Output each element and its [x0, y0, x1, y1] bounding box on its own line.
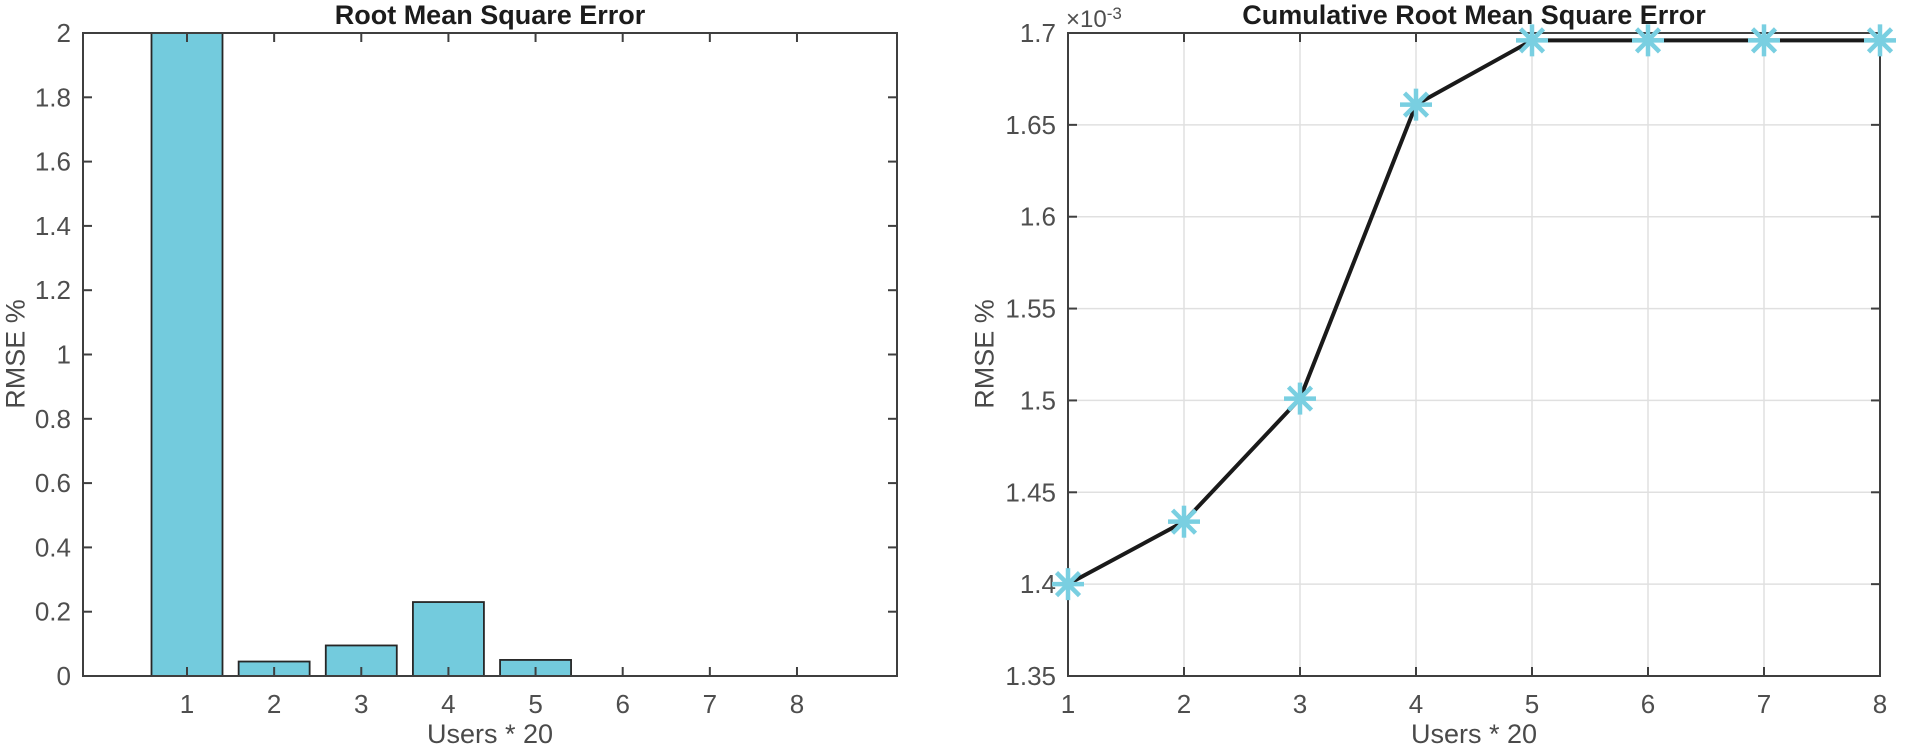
x-tick-label: 2	[267, 689, 281, 719]
right-axes-box	[1067, 32, 1881, 677]
x-tick-label: 3	[1293, 689, 1307, 719]
left-chart-xlabel: Users * 20	[426, 719, 554, 749]
x-tick-label: 6	[1641, 689, 1655, 719]
asterisk-marker	[1054, 571, 1082, 598]
x-tick-label: 5	[1525, 689, 1539, 719]
right-chart-title: Cumulative Root Mean Square Error	[1242, 0, 1706, 30]
y-axis-exponent-label: ×10-3	[1066, 3, 1122, 34]
right-chart-xlabel: Users * 20	[1410, 719, 1538, 749]
y-tick-label: 0.8	[35, 404, 71, 434]
x-tick-label: 6	[615, 689, 629, 719]
left-chart-title: Root Mean Square Error	[334, 0, 646, 30]
right-chart-ylabel: RMSE %	[969, 299, 1000, 409]
y-tick-label: 1.35	[1005, 661, 1056, 691]
asterisk-marker	[1866, 27, 1894, 54]
x-tick-label: 1	[1061, 689, 1075, 719]
y-tick-label: 2	[57, 18, 71, 48]
bar	[150, 32, 224, 677]
y-tick-label: 1.2	[35, 275, 71, 305]
y-tick-label: 0	[57, 661, 71, 691]
y-tick-label: 0.6	[35, 468, 71, 498]
x-tick-label: 1	[180, 689, 194, 719]
x-tick-label: 8	[790, 689, 804, 719]
x-tick-label: 4	[441, 689, 455, 719]
asterisk-marker	[1750, 27, 1778, 54]
x-tick-label: 5	[528, 689, 542, 719]
data-line	[1067, 38, 1880, 586]
y-tick-label: 1.7	[1020, 18, 1056, 48]
x-tick-label: 8	[1873, 689, 1887, 719]
asterisk-marker	[1518, 27, 1546, 54]
exponent-base: ×10	[1066, 6, 1107, 33]
y-tick-label: 1.4	[35, 211, 71, 241]
bar	[412, 601, 485, 677]
y-tick-label: 1.4	[1020, 569, 1056, 599]
y-tick-label: 0.4	[35, 532, 71, 562]
y-tick-label: 1	[57, 340, 71, 370]
x-tick-label: 2	[1177, 689, 1191, 719]
y-tick-label: 0.2	[35, 597, 71, 627]
exponent-power: -3	[1106, 4, 1122, 23]
y-tick-label: 1.6	[35, 147, 71, 177]
x-tick-label: 7	[1757, 689, 1771, 719]
y-tick-label: 1.5	[1020, 385, 1056, 415]
asterisk-marker	[1402, 91, 1430, 118]
asterisk-marker	[1170, 508, 1198, 535]
x-tick-label: 7	[703, 689, 717, 719]
left-chart-ylabel: RMSE %	[0, 299, 31, 409]
y-tick-label: 1.45	[1005, 477, 1056, 507]
y-tick-label: 1.65	[1005, 110, 1056, 140]
x-tick-label: 4	[1409, 689, 1423, 719]
y-tick-label: 1.55	[1005, 294, 1056, 324]
asterisk-marker	[1634, 27, 1662, 54]
asterisk-marker	[1286, 385, 1314, 412]
y-tick-label: 1.8	[35, 82, 71, 112]
x-tick-label: 3	[354, 689, 368, 719]
y-tick-label: 1.6	[1020, 202, 1056, 232]
